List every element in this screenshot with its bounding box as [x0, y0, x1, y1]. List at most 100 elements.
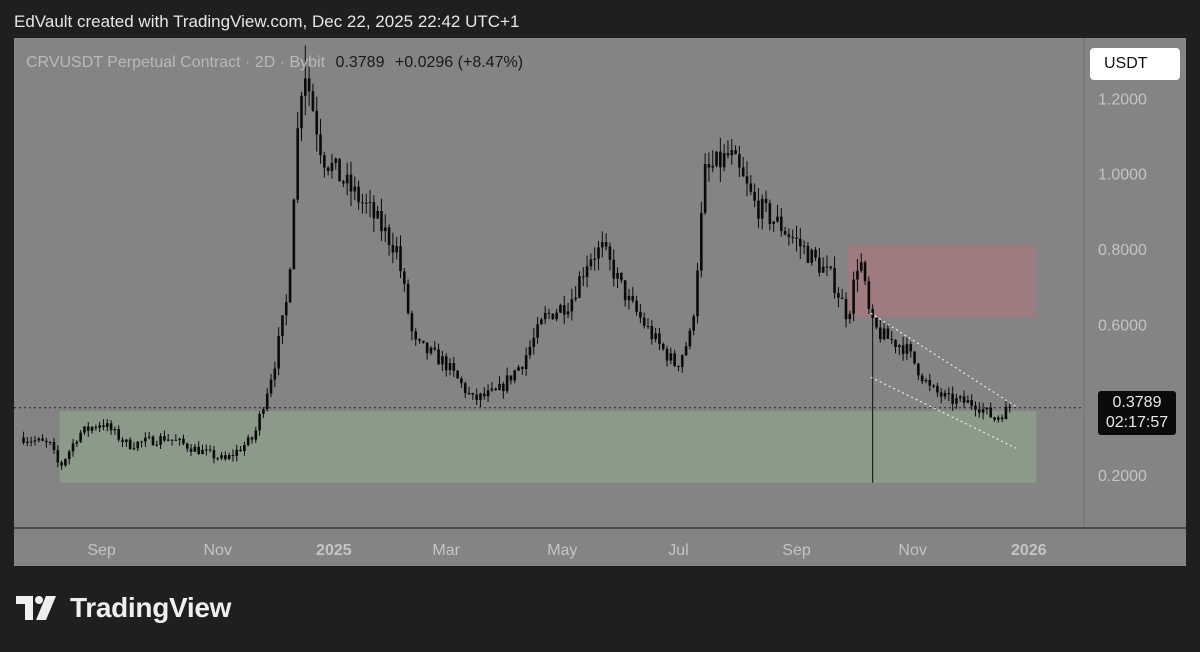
- candle-body: [414, 331, 418, 340]
- candle-body: [155, 444, 159, 446]
- candle-body: [802, 245, 806, 247]
- tradingview-logo[interactable]: TradingView: [16, 592, 231, 624]
- candle-body: [132, 448, 136, 450]
- candlestick-chart[interactable]: 1.2000 1.0000 0.8000 0.6000 0.2000 Sep Nov 202…: [14, 38, 1186, 566]
- candle-body: [936, 385, 939, 393]
- candle-body: [269, 379, 273, 394]
- candle-body: [601, 242, 604, 248]
- candle-body: [216, 458, 220, 460]
- candle-body: [231, 455, 235, 457]
- candle-body: [696, 270, 699, 317]
- candle-body: [947, 393, 951, 395]
- candle-body: [136, 441, 140, 449]
- candle-body: [144, 437, 147, 442]
- chart-panel[interactable]: 1.2000 1.0000 0.8000 0.6000 0.2000 Sep Nov 202…: [14, 38, 1186, 566]
- candle-body: [37, 438, 41, 441]
- candle-body: [284, 302, 288, 316]
- candle-body: [730, 150, 734, 156]
- candle-body: [307, 78, 311, 92]
- candle-body: [863, 262, 867, 282]
- candle-body: [974, 405, 977, 410]
- candle-body: [75, 441, 79, 444]
- time-tick: Sep: [87, 542, 116, 559]
- price-label: 0.3789 02:17:57: [1098, 391, 1176, 435]
- candle-body: [997, 417, 1000, 420]
- tradingview-wordmark: TradingView: [70, 592, 232, 623]
- candle-body: [498, 383, 501, 390]
- candle-body: [680, 355, 684, 367]
- candle-body: [779, 216, 783, 231]
- candle-body: [905, 344, 909, 354]
- candle-body: [726, 153, 730, 156]
- candle-body: [760, 198, 764, 219]
- candle-body: [262, 409, 265, 414]
- descending-channel: [870, 312, 1018, 450]
- symbol-name: CRVUSDT Perpetual Contract · 2D · Bybit: [26, 54, 326, 71]
- candle-body: [776, 216, 779, 222]
- candle-body: [204, 449, 208, 451]
- time-tick: Jul: [668, 542, 688, 559]
- candle-body: [920, 375, 924, 382]
- candle-body: [898, 345, 901, 348]
- candle-body: [174, 439, 178, 441]
- candle-body: [357, 186, 360, 203]
- candle-body: [810, 249, 814, 263]
- candle-body: [844, 298, 848, 320]
- candle-body: [719, 151, 722, 168]
- candle-body: [913, 351, 916, 364]
- candle-body: [90, 427, 94, 431]
- candle-body: [140, 441, 143, 443]
- candle-body: [197, 446, 200, 455]
- candle-body: [60, 462, 63, 466]
- time-tick: 2026: [1011, 542, 1047, 559]
- candle-body: [654, 333, 657, 340]
- candle-body: [159, 436, 162, 445]
- candle-body: [311, 91, 315, 111]
- time-axis: Sep Nov 2025 Mar May Jul Sep Nov 2026: [87, 542, 1046, 559]
- candle-body: [700, 212, 703, 271]
- candle-body: [821, 266, 825, 273]
- candle-body: [364, 202, 368, 204]
- candle-body: [661, 343, 665, 349]
- candle-body: [669, 353, 673, 361]
- candle-body: [856, 270, 859, 280]
- candle-body: [296, 128, 299, 200]
- candle-body: [201, 449, 204, 455]
- candle-body: [814, 249, 817, 258]
- candle-body: [29, 441, 33, 443]
- candle-body: [536, 324, 539, 338]
- candle-body: [117, 429, 121, 440]
- candle-body: [315, 110, 319, 135]
- candle-body: [555, 312, 558, 320]
- candle-body: [772, 221, 775, 224]
- currency-button[interactable]: USDT: [1090, 48, 1180, 80]
- candle-body: [867, 281, 871, 309]
- candle-body: [433, 347, 437, 350]
- candle-body: [349, 174, 353, 192]
- candle-body: [471, 393, 475, 395]
- candle-body: [185, 443, 189, 449]
- candle-body: [837, 293, 840, 298]
- candle-body: [178, 438, 181, 440]
- candle-body: [182, 438, 185, 444]
- candle-body: [551, 313, 555, 320]
- time-tick: Nov: [898, 542, 926, 559]
- candle-body: [338, 158, 341, 182]
- candle-body: [342, 181, 345, 184]
- candle-body: [502, 383, 505, 392]
- candle-body: [429, 347, 433, 354]
- last-price: 0.3789: [335, 54, 385, 71]
- candle-body: [41, 438, 44, 441]
- candle-body: [623, 280, 627, 301]
- candle-body: [650, 326, 654, 340]
- candle-body: [227, 455, 231, 460]
- candle-body: [738, 154, 741, 168]
- candle-body: [475, 394, 478, 400]
- candle-body: [505, 375, 509, 392]
- candle-body: [715, 151, 718, 166]
- candle-body: [490, 388, 494, 391]
- candle-body: [334, 158, 338, 163]
- candle-body: [422, 340, 425, 343]
- candle-body: [368, 202, 372, 204]
- candle-body: [380, 211, 383, 232]
